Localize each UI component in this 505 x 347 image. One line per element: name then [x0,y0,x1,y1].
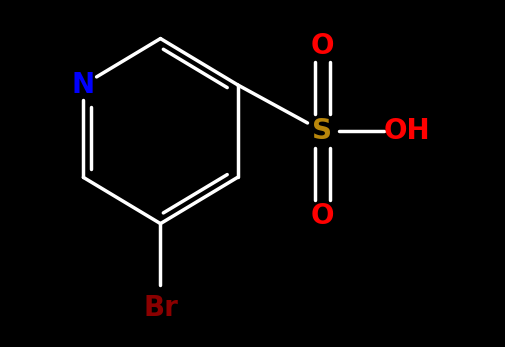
Text: OH: OH [383,117,430,145]
Text: S: S [312,117,332,145]
Text: O: O [310,202,333,230]
Text: N: N [72,71,95,99]
Text: Br: Br [143,295,178,322]
Text: O: O [310,32,333,60]
